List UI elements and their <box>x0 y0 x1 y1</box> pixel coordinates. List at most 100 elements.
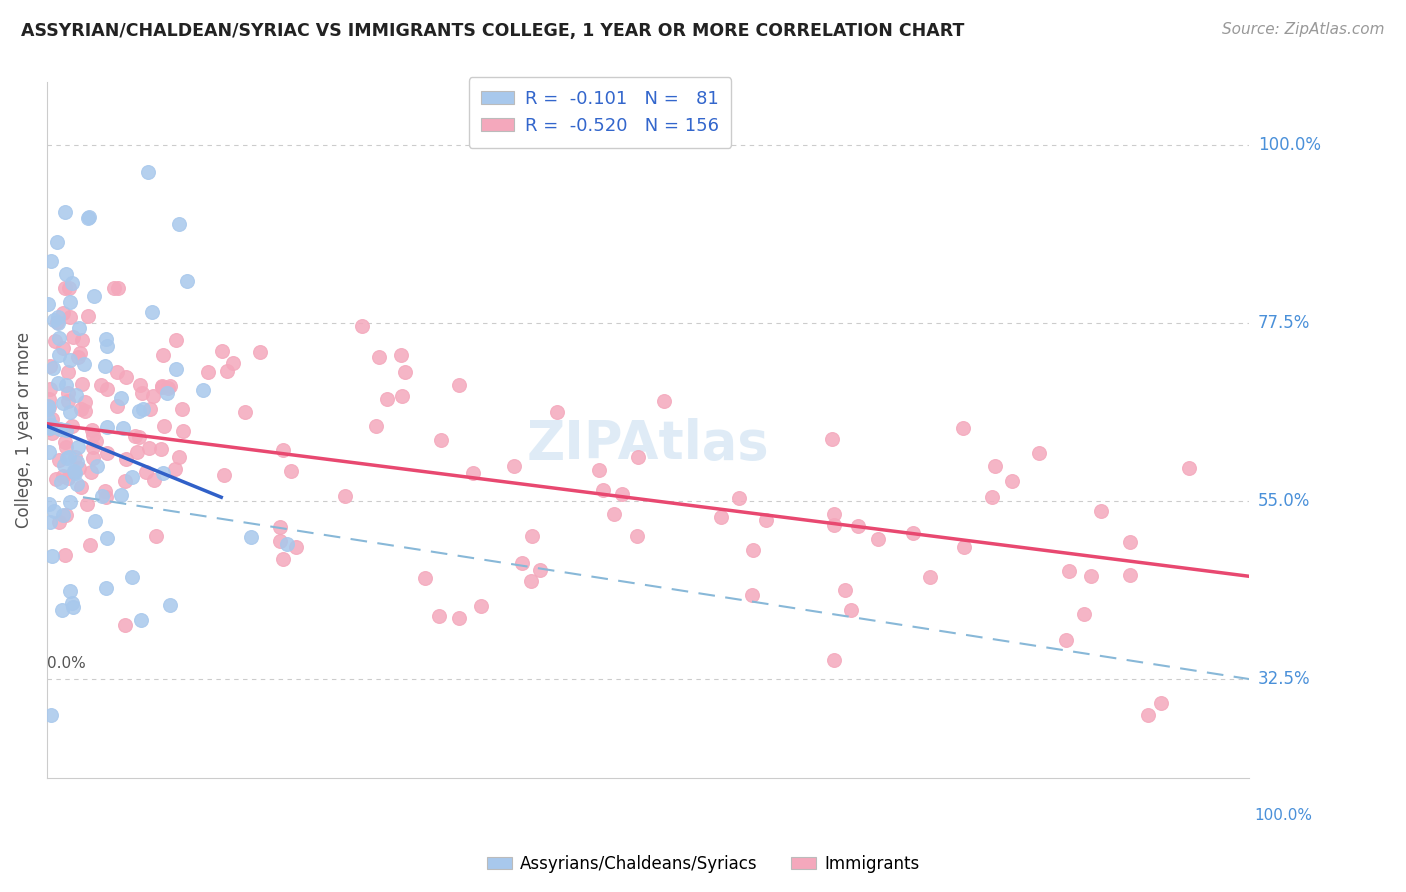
Point <box>110 392 132 406</box>
Point <box>145 529 167 543</box>
Point <box>56 470 79 484</box>
Point <box>1150 696 1173 710</box>
Point <box>82 428 104 442</box>
Point <box>90 490 112 504</box>
Point <box>42 361 65 376</box>
Point <box>1090 504 1112 518</box>
Point <box>37 402 59 417</box>
Point <box>142 389 165 403</box>
Point <box>46 316 69 330</box>
Point <box>125 445 148 459</box>
Point <box>271 442 294 457</box>
Point <box>55 267 77 281</box>
Point <box>52 305 75 319</box>
Point <box>603 507 626 521</box>
Point <box>1080 569 1102 583</box>
Point <box>176 275 198 289</box>
Point <box>52 508 75 522</box>
Point <box>73 357 96 371</box>
Point <box>55 204 77 219</box>
Point <box>53 548 76 562</box>
Point <box>592 483 614 497</box>
Point <box>114 618 136 632</box>
Point <box>449 378 471 392</box>
Point <box>520 529 543 543</box>
Point <box>94 359 117 373</box>
Point <box>728 491 751 506</box>
Point <box>1054 632 1077 647</box>
Point <box>96 382 118 396</box>
Point <box>67 320 90 334</box>
Point <box>612 487 634 501</box>
Point <box>839 603 862 617</box>
Point <box>59 295 82 310</box>
Point <box>51 468 73 483</box>
Point <box>48 453 70 467</box>
Point <box>129 613 152 627</box>
Point <box>58 281 80 295</box>
Point <box>271 552 294 566</box>
Point <box>94 332 117 346</box>
Point <box>45 315 67 329</box>
Text: 100.0%: 100.0% <box>1258 136 1320 154</box>
Point <box>38 400 60 414</box>
Point <box>1118 535 1140 549</box>
Point <box>96 531 118 545</box>
Point <box>42 504 65 518</box>
Legend: Assyrians/Chaldeans/Syriacs, Immigrants: Assyrians/Chaldeans/Syriacs, Immigrants <box>479 848 927 880</box>
Point <box>75 403 97 417</box>
Point <box>48 516 70 530</box>
Point <box>96 446 118 460</box>
Point <box>41 412 63 426</box>
Point <box>75 395 97 409</box>
Point <box>83 289 105 303</box>
Point <box>823 508 845 522</box>
Point <box>56 386 79 401</box>
Point <box>70 333 93 347</box>
Point <box>56 451 79 466</box>
Point <box>159 598 181 612</box>
Point <box>503 458 526 473</box>
Point <box>366 419 388 434</box>
Point <box>1000 474 1022 488</box>
Point <box>953 540 976 554</box>
Point <box>249 344 271 359</box>
Point <box>60 277 83 291</box>
Legend: R =  -0.101   N =   81, R =  -0.520   N = 156: R = -0.101 N = 81, R = -0.520 N = 156 <box>468 78 731 147</box>
Point <box>121 569 143 583</box>
Point <box>276 537 298 551</box>
Point <box>80 423 103 437</box>
Point <box>128 430 150 444</box>
Point <box>65 388 87 402</box>
Point <box>1177 461 1199 475</box>
Point <box>52 458 75 472</box>
Point <box>63 467 86 481</box>
Point <box>96 420 118 434</box>
Point <box>121 470 143 484</box>
Point <box>70 401 93 416</box>
Point <box>333 489 356 503</box>
Point <box>62 464 84 478</box>
Point <box>449 611 471 625</box>
Point <box>741 589 763 603</box>
Point <box>107 281 129 295</box>
Point <box>46 235 69 249</box>
Point <box>55 423 77 437</box>
Point <box>157 381 180 395</box>
Point <box>197 365 219 379</box>
Point <box>846 518 869 533</box>
Point <box>48 331 70 345</box>
Point <box>152 466 174 480</box>
Point <box>128 404 150 418</box>
Point <box>37 296 59 310</box>
Point <box>49 422 72 436</box>
Point <box>105 365 128 379</box>
Point <box>141 305 163 319</box>
Point <box>866 532 889 546</box>
Point <box>51 603 73 617</box>
Point <box>211 343 233 358</box>
Point <box>105 400 128 414</box>
Point <box>918 570 941 584</box>
Point <box>114 474 136 488</box>
Point <box>152 348 174 362</box>
